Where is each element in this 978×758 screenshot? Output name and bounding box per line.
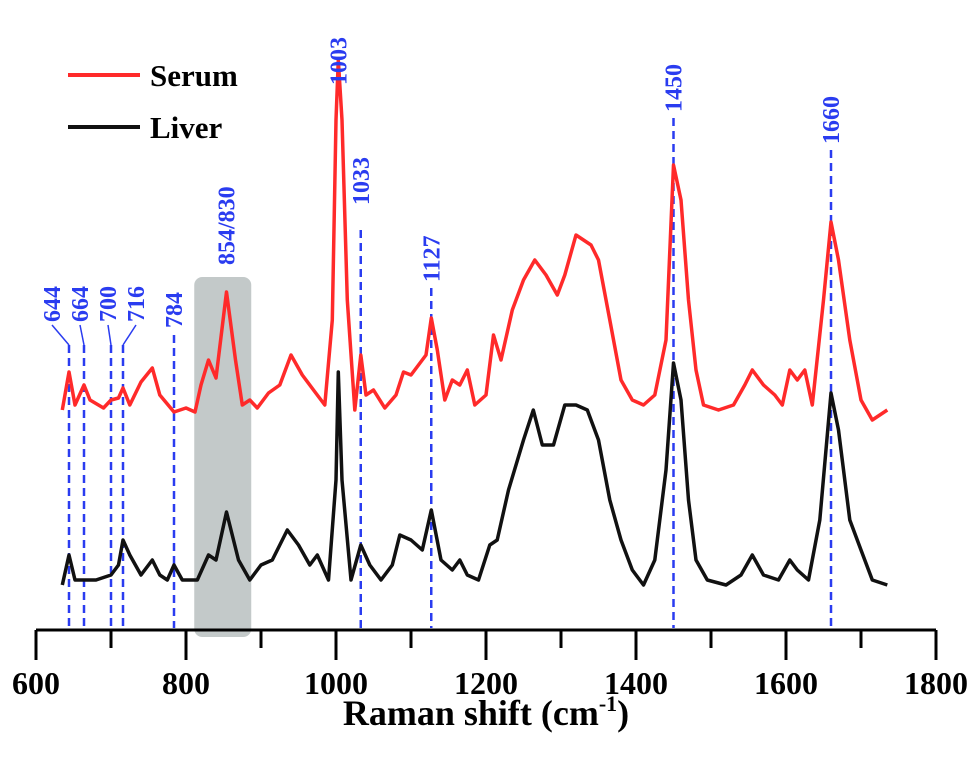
- peak-label-854-830: 854/830: [215, 186, 241, 265]
- x-axis-title: Raman shift (cm-1): [343, 691, 629, 733]
- peak-label-716: 716: [124, 286, 150, 322]
- legend-label-serum: Serum: [150, 58, 238, 93]
- legend: Serum Liver: [68, 58, 238, 145]
- peak-label-1450: 1450: [662, 64, 688, 112]
- peak-label-1033: 1033: [349, 157, 375, 205]
- series-line-serum: [60, 58, 889, 422]
- x-tick-label-800: 800: [162, 665, 210, 701]
- x-tick-label-1600: 1600: [754, 665, 818, 701]
- x-tick-label-1200: 1200: [454, 665, 518, 701]
- leader-line-664: [79, 324, 85, 346]
- x-tick-label-1800: 1800: [904, 665, 968, 701]
- x-tick-label-600: 600: [12, 665, 60, 701]
- peak-label-1127: 1127: [419, 235, 445, 282]
- legend-label-liver: Liver: [150, 110, 223, 145]
- leader-line-644: [51, 324, 70, 346]
- peak-label-1003: 1003: [326, 37, 352, 85]
- peak-label-1660: 1660: [819, 96, 845, 144]
- series-line-liver: [60, 361, 888, 587]
- peak-label-664: 664: [68, 286, 94, 322]
- peak-label-784: 784: [162, 292, 188, 328]
- leader-line-716: [122, 324, 137, 346]
- x-tick-label-1400: 1400: [604, 665, 668, 701]
- peak-label-644: 644: [40, 286, 66, 322]
- peak-label-700: 700: [96, 286, 122, 322]
- x-tick-label-1000: 1000: [304, 665, 368, 701]
- leader-line-700: [107, 324, 112, 346]
